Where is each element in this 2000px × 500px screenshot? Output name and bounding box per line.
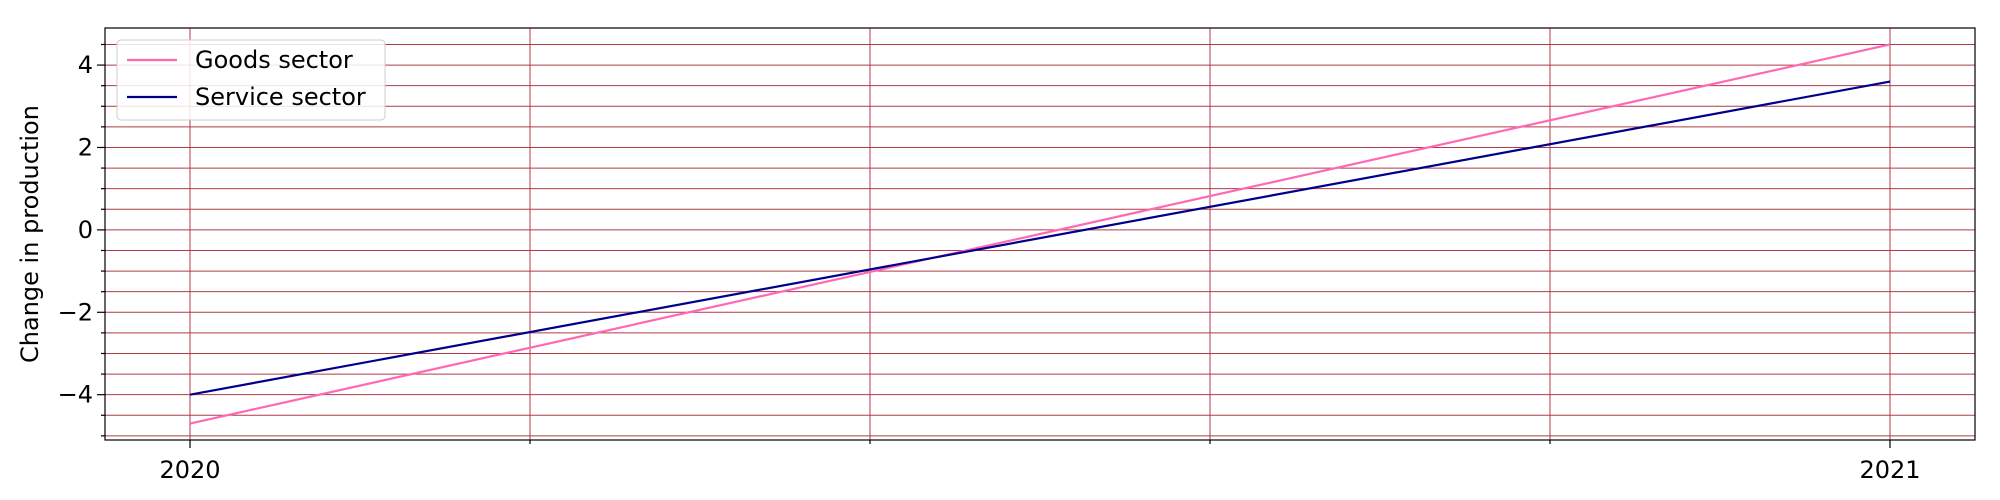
- legend-label: Goods sector: [195, 46, 353, 74]
- series-line: [189, 43, 1891, 425]
- legend: Goods sector Service sector: [116, 39, 386, 121]
- plot-area-frame: [104, 27, 1976, 441]
- series-lines: [189, 43, 1891, 425]
- grid: [105, 28, 1975, 440]
- legend-box: [116, 39, 386, 121]
- y-tick-label: 2: [78, 133, 93, 161]
- series-line: [189, 80, 1891, 396]
- x-tick-label: 2020: [159, 456, 220, 484]
- y-tick-label: 0: [78, 216, 93, 244]
- y-tick-label: −4: [58, 381, 93, 409]
- x-tick-label: 2021: [1859, 456, 1920, 484]
- y-tick-label: 4: [78, 51, 93, 79]
- axis-ticks: −4 −2 0 2 4 2020 2021: [58, 43, 1921, 484]
- legend-label: Service sector: [195, 83, 366, 111]
- y-axis-label: Change in production: [16, 105, 44, 363]
- y-tick-label: −2: [58, 298, 93, 326]
